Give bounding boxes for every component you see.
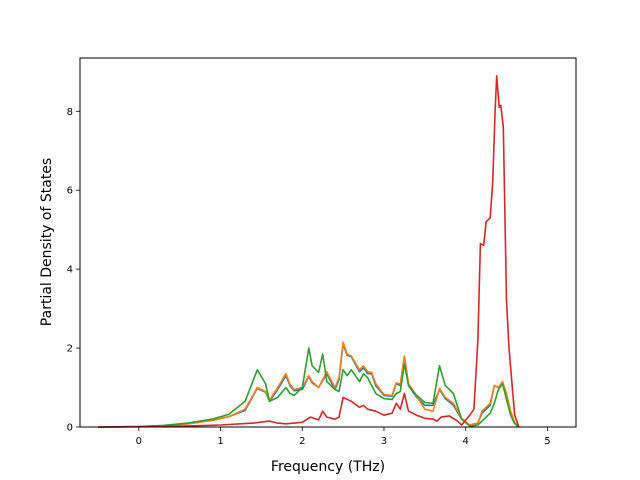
plot-frame (79, 57, 577, 428)
series-line-4 (97, 75, 520, 428)
y-tick-label: 2 (67, 344, 73, 355)
x-tick-label: 1 (217, 436, 223, 447)
x-tick-label: 2 (299, 436, 305, 447)
x-tick-label: 3 (381, 436, 387, 447)
x-axis: 0 1 2 3 4 5 (136, 427, 551, 447)
y-axis: 0 2 4 6 8 (67, 107, 80, 434)
x-axis-title: Frequency (THz) (271, 459, 385, 475)
y-tick-label: 6 (67, 186, 73, 197)
y-axis-title: Partial Density of States (39, 158, 55, 326)
x-tick-label: 5 (544, 436, 550, 447)
y-tick-label: 8 (67, 107, 73, 118)
series-layer (97, 75, 520, 428)
x-tick-label: 0 (136, 436, 142, 447)
series-line-3 (97, 347, 520, 428)
y-tick-label: 0 (67, 423, 73, 434)
y-tick-label: 4 (67, 265, 73, 276)
x-tick-label: 4 (462, 436, 468, 447)
